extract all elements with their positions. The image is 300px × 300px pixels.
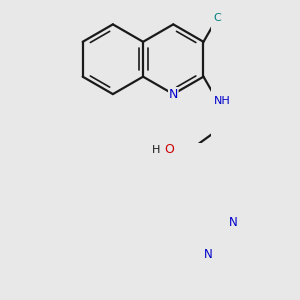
Text: O: O [164,143,174,156]
Text: NH: NH [214,96,231,106]
Text: H: H [152,145,160,154]
Text: C: C [213,14,221,23]
Text: N: N [169,88,178,100]
Polygon shape [172,146,193,156]
Text: N: N [229,0,237,1]
Text: N: N [229,216,237,229]
Text: N: N [204,248,213,261]
